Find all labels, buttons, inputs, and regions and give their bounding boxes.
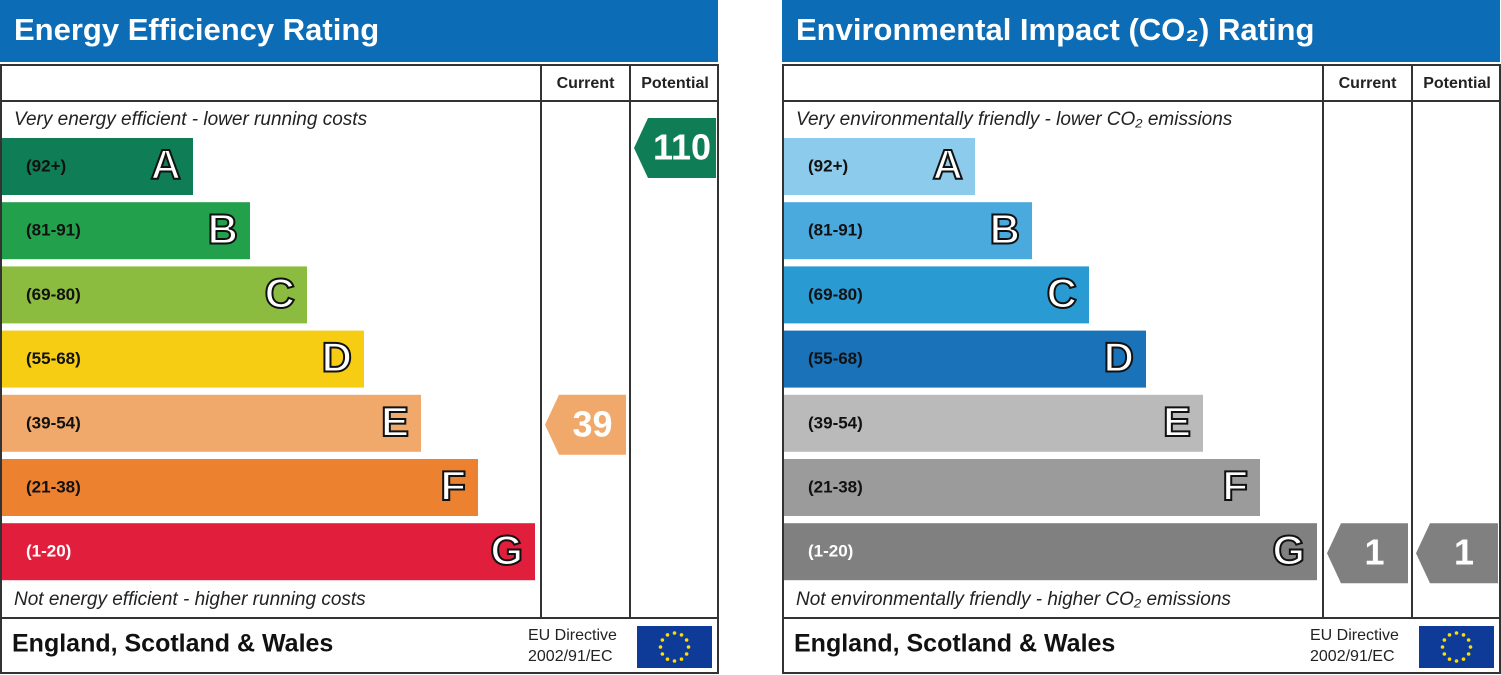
band-range: (92+): [808, 156, 848, 175]
rating-band: [2, 394, 421, 452]
rating-band: [784, 138, 975, 195]
directive-line: 2002/91/EC: [528, 648, 613, 665]
rating-value: 110: [653, 127, 711, 168]
column-header: Potential: [1423, 75, 1491, 92]
footer-region: England, Scotland & Wales: [794, 630, 1115, 658]
eu-star: [1454, 659, 1459, 663]
band-range: (1-20): [26, 542, 71, 561]
band-letter: B: [990, 205, 1020, 252]
rating-value: 1: [1364, 532, 1384, 573]
band-range: (69-80): [808, 285, 863, 304]
eu-star: [1454, 631, 1459, 635]
band-range: (81-91): [808, 221, 863, 240]
directive-line: 2002/91/EC: [1310, 648, 1395, 665]
rating-band: [784, 202, 1032, 260]
bottom-note: Not energy efficient - higher running co…: [14, 589, 366, 610]
band-range: (21-38): [808, 477, 863, 496]
band-letter: D: [1104, 334, 1134, 381]
rating-arrow: [1327, 523, 1408, 584]
rating-arrow: [1416, 523, 1498, 584]
rating-arrow: [634, 118, 716, 178]
band-letter: A: [933, 141, 963, 188]
directive-line: EU Directive: [1310, 627, 1399, 644]
eu-star: [1442, 652, 1447, 656]
rating-band: [2, 202, 250, 260]
band-letter: C: [1047, 269, 1077, 316]
band-range: (1-20): [808, 542, 853, 561]
eu-star: [672, 631, 677, 635]
band-range: (21-38): [26, 477, 81, 496]
directive-line: EU Directive: [528, 627, 617, 644]
eu-star: [1461, 657, 1466, 661]
eu-star: [684, 638, 689, 642]
bottom-note: Not environmentally friendly - higher CO…: [796, 589, 1231, 610]
eu-star: [1468, 645, 1473, 649]
eu-star: [1466, 652, 1471, 656]
eu-star: [660, 638, 665, 642]
rating-band: [784, 266, 1089, 324]
rating-band: [2, 266, 307, 324]
eu-star: [679, 633, 684, 637]
band-range: (55-68): [26, 349, 81, 368]
panel-title: Environmental Impact (CO₂) Rating: [796, 12, 1314, 47]
title-bar: [0, 0, 718, 62]
band-letter: G: [490, 526, 523, 573]
rating-band: [2, 523, 535, 581]
eu-star: [1461, 633, 1466, 637]
column-header: Current: [1339, 75, 1397, 92]
rating-value: 39: [572, 403, 612, 444]
band-letter: F: [1222, 462, 1248, 509]
eu-star: [660, 652, 665, 656]
panel-title: Energy Efficiency Rating: [14, 12, 379, 47]
band-range: (81-91): [26, 221, 81, 240]
footer-region: England, Scotland & Wales: [12, 630, 333, 658]
rating-band: [784, 459, 1260, 516]
top-note: Very environmentally friendly - lower CO…: [796, 109, 1233, 130]
band-range: (39-54): [26, 413, 81, 432]
eu-star: [1440, 645, 1445, 649]
band-letter: D: [322, 334, 352, 381]
band-letter: E: [381, 398, 409, 445]
eu-star: [672, 659, 677, 663]
rating-band: [2, 459, 478, 516]
rating-band: [2, 330, 364, 388]
rating-band: [784, 523, 1317, 581]
band-letter: E: [1163, 398, 1191, 445]
eu-star: [1447, 633, 1452, 637]
eu-star: [679, 657, 684, 661]
band-letter: F: [440, 462, 466, 509]
rating-band: [784, 394, 1203, 452]
band-letter: B: [208, 205, 238, 252]
band-letter: C: [265, 269, 295, 316]
band-letter: G: [1272, 526, 1305, 573]
eu-star: [658, 645, 663, 649]
column-header: Current: [557, 75, 615, 92]
band-range: (55-68): [808, 349, 863, 368]
title-bar: [782, 0, 1500, 62]
eu-star: [1442, 638, 1447, 642]
rating-band: [784, 330, 1146, 388]
eu-star: [684, 652, 689, 656]
rating-value: 1: [1454, 532, 1474, 573]
column-header: Potential: [641, 75, 709, 92]
rating-arrow: [545, 394, 626, 455]
eu-star: [1466, 638, 1471, 642]
eu-star: [665, 657, 670, 661]
eu-star: [686, 645, 691, 649]
eu-star: [665, 633, 670, 637]
band-range: (69-80): [26, 285, 81, 304]
eu-star: [1447, 657, 1452, 661]
band-letter: A: [151, 141, 181, 188]
top-note: Very energy efficient - lower running co…: [14, 109, 368, 130]
band-range: (39-54): [808, 413, 863, 432]
band-range: (92+): [26, 156, 66, 175]
rating-band: [2, 138, 193, 195]
